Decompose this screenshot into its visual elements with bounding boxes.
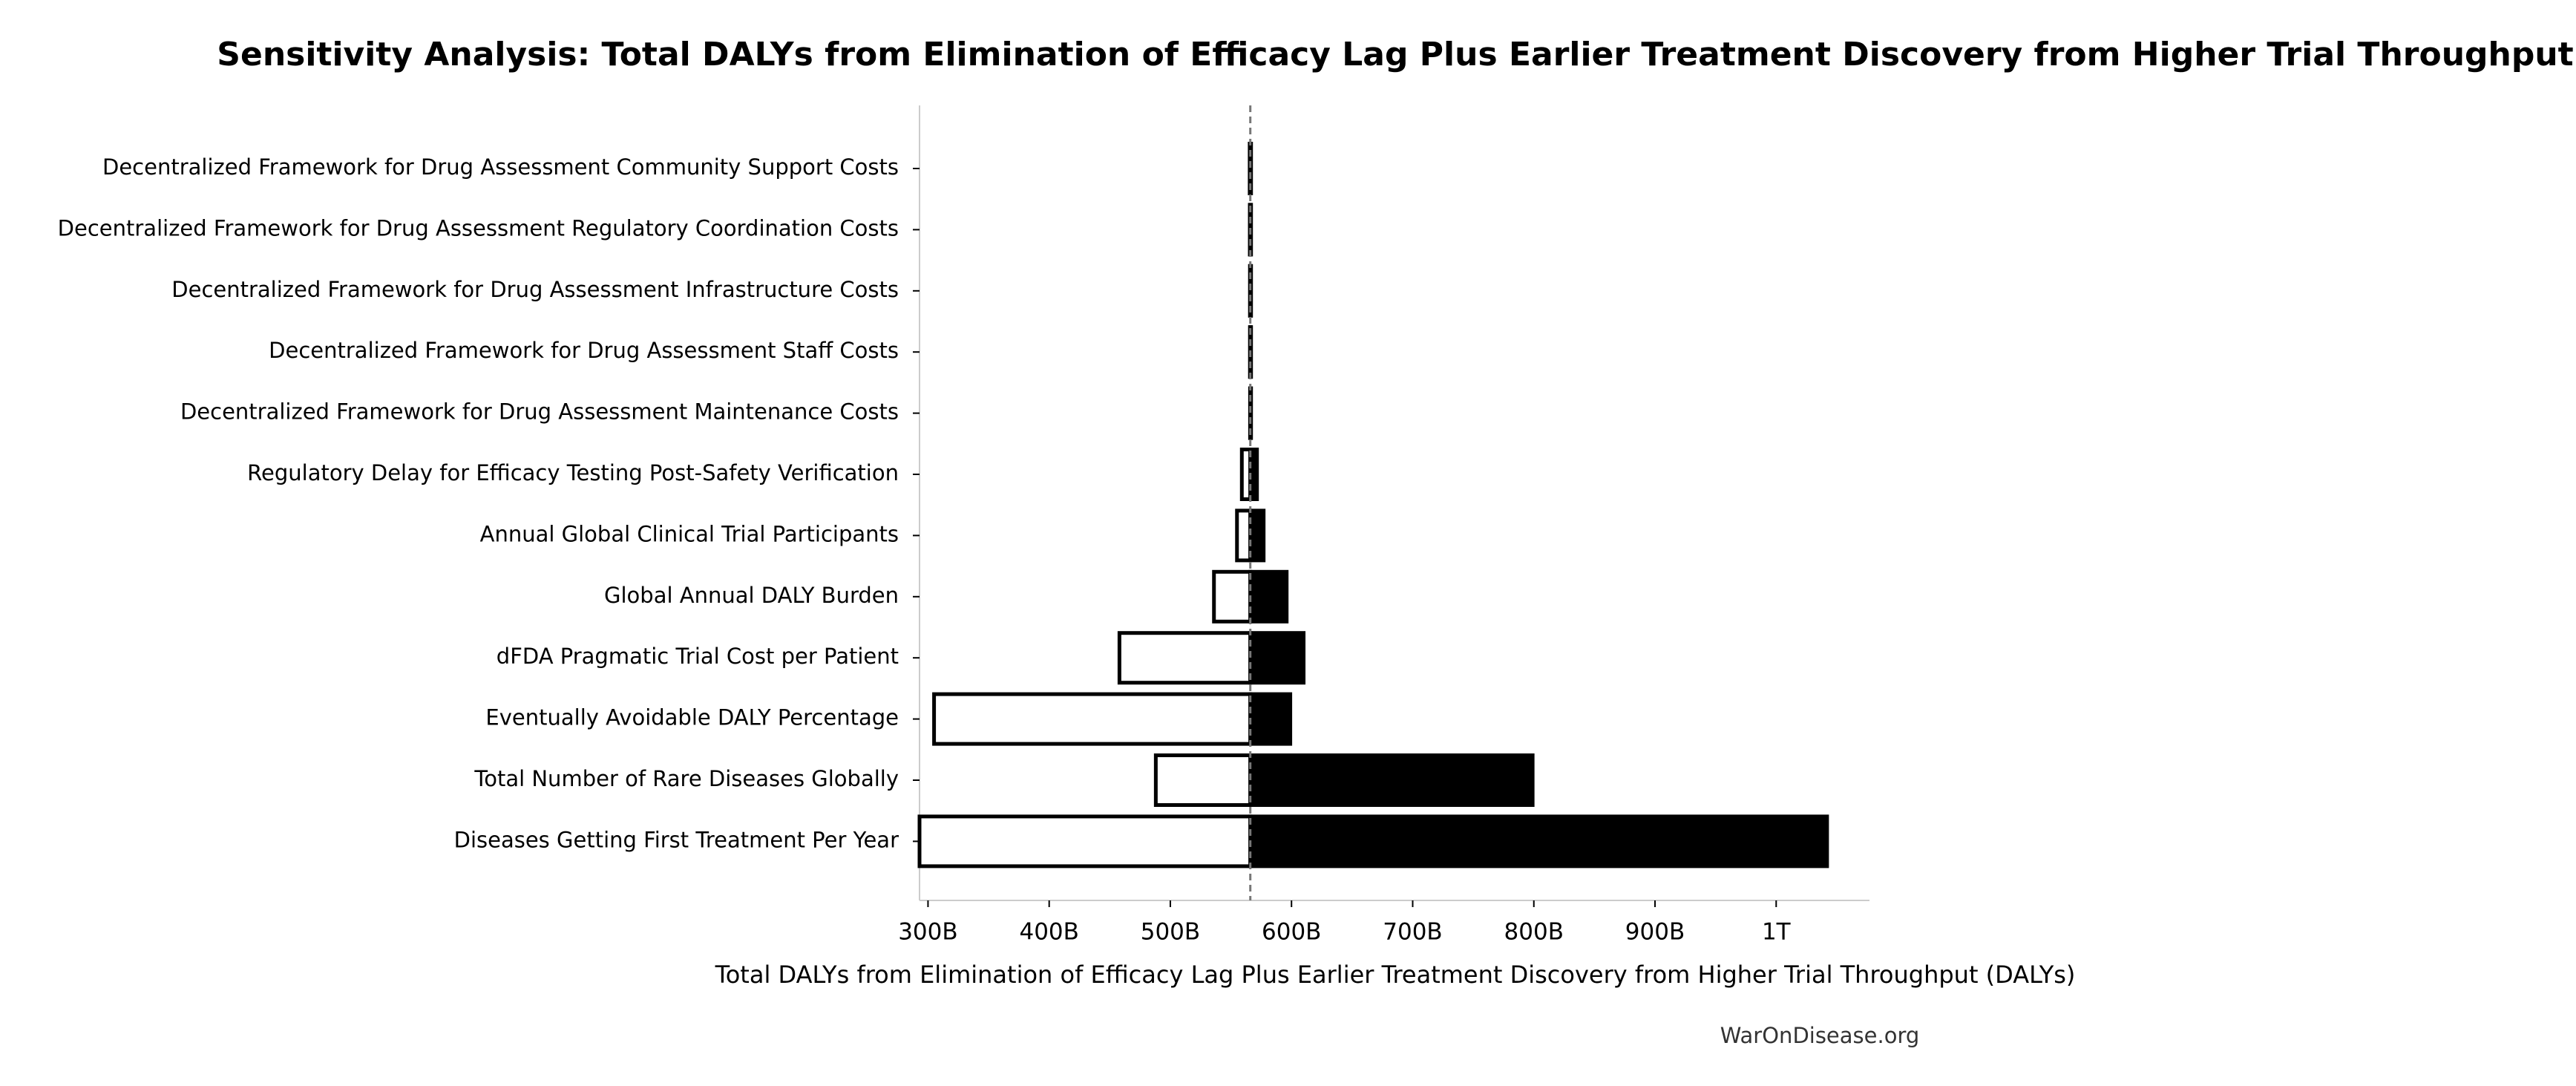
x-tick-label: 300B — [898, 919, 957, 946]
y-tick-label: Decentralized Framework for Drug Assessm… — [171, 277, 899, 302]
x-tick-label: 500B — [1141, 919, 1200, 946]
bar — [1248, 753, 1535, 807]
bar — [1235, 508, 1253, 563]
y-tick-label: Regulatory Delay for Efficacy Testing Po… — [247, 460, 899, 485]
x-tick-label: 600B — [1262, 919, 1321, 946]
x-tick-label: 800B — [1504, 919, 1564, 946]
bar — [1248, 814, 1829, 869]
bar — [1153, 753, 1253, 807]
bar — [1248, 569, 1289, 624]
bar — [917, 814, 1253, 869]
y-tick-label: Total Number of Rare Diseases Globally — [473, 766, 899, 791]
y-tick-label: Diseases Getting First Treatment Per Yea… — [454, 827, 899, 852]
x-axis-title: Total DALYs from Elimination of Efficacy… — [715, 961, 2076, 989]
y-tick-label: Global Annual DALY Burden — [604, 583, 899, 608]
y-tick-label: Decentralized Framework for Drug Assessm… — [102, 154, 899, 180]
x-tick-label: 1T — [1762, 919, 1792, 946]
bar — [1248, 692, 1293, 746]
bar — [1212, 569, 1253, 624]
y-tick-label: Decentralized Framework for Drug Assessm… — [269, 338, 899, 363]
x-tick-label: 700B — [1383, 919, 1442, 946]
bar — [1248, 631, 1306, 685]
x-tick-label: 400B — [1019, 919, 1078, 946]
y-tick-label: Decentralized Framework for Drug Assessm… — [58, 215, 899, 241]
footer: WarOnDisease.org — [1720, 1023, 1920, 1048]
bar — [932, 692, 1253, 746]
bar — [1248, 508, 1266, 563]
x-tick-label: 900B — [1625, 919, 1685, 946]
y-tick-label: Annual Global Clinical Trial Participant… — [480, 521, 899, 546]
y-tick-label: Eventually Avoidable DALY Percentage — [485, 705, 899, 730]
y-tick-label: Decentralized Framework for Drug Assessm… — [180, 399, 899, 425]
y-tick-label: dFDA Pragmatic Trial Cost per Patient — [496, 644, 899, 669]
chart-title: Sensitivity Analysis: Total DALYs from E… — [217, 36, 2573, 73]
bar — [1117, 631, 1253, 685]
